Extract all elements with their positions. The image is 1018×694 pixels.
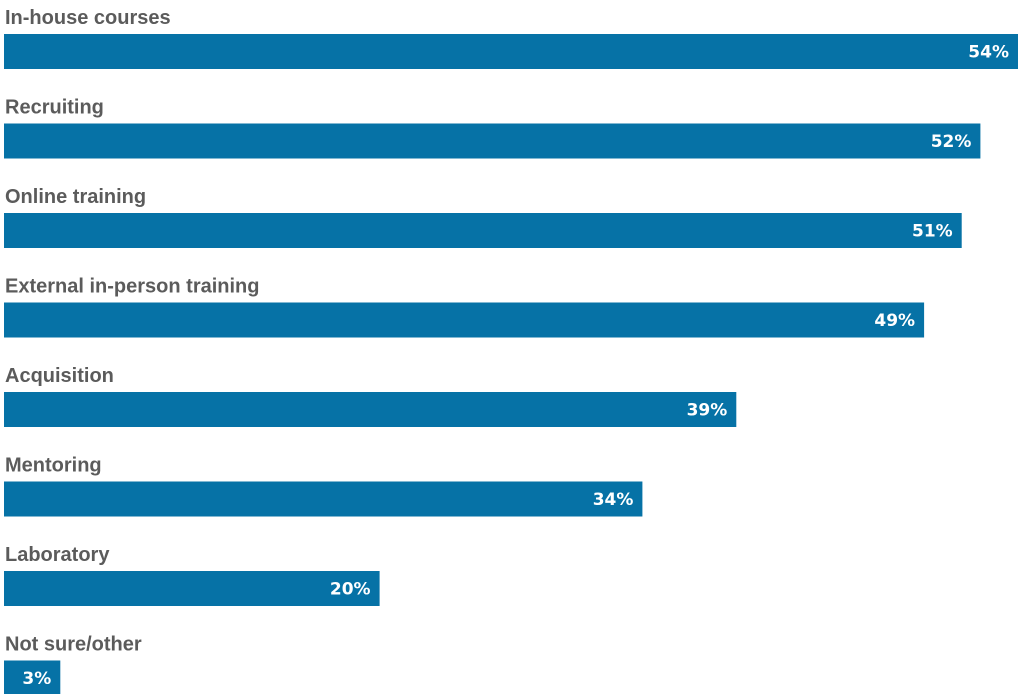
value-label: 52% — [931, 132, 972, 152]
category-label: Online training — [5, 186, 146, 208]
value-label: 54% — [968, 43, 1009, 63]
category-label: External in-person training — [5, 276, 259, 298]
bar-row: Acquisition 39% — [4, 365, 737, 427]
bar-row: In-house courses 54% — [4, 7, 1018, 69]
bar — [4, 392, 737, 427]
bar-row: Laboratory 20% — [4, 544, 380, 606]
bar — [4, 571, 380, 606]
value-label: 3% — [22, 669, 51, 689]
bar-row: Mentoring 34% — [4, 455, 643, 517]
bar — [4, 123, 981, 159]
category-label: Recruiting — [5, 97, 104, 119]
bar — [4, 213, 962, 248]
bar-row: Online training 51% — [4, 186, 962, 248]
value-label: 20% — [330, 580, 371, 600]
category-label: In-house courses — [5, 7, 171, 29]
value-label: 39% — [687, 401, 728, 421]
bar — [4, 481, 643, 517]
bar — [4, 34, 1018, 69]
bar — [4, 302, 925, 338]
bar-row: Recruiting 52% — [4, 97, 981, 159]
category-label: Mentoring — [5, 455, 102, 477]
category-label: Laboratory — [5, 544, 110, 566]
value-label: 34% — [593, 490, 634, 510]
category-label: Acquisition — [5, 365, 114, 387]
value-label: 49% — [874, 311, 915, 331]
value-label: 51% — [912, 222, 953, 242]
category-label: Not sure/other — [5, 634, 142, 656]
bar-row: Not sure/other 3% — [4, 634, 142, 694]
bar — [4, 660, 61, 694]
bar-row: External in-person training 49% — [4, 276, 925, 338]
